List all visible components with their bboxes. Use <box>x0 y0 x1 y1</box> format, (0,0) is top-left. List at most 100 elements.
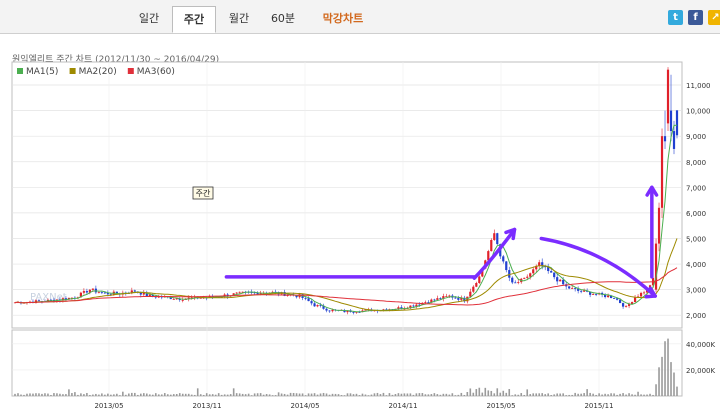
volume-bar <box>110 394 112 396</box>
volume-bar <box>26 393 28 396</box>
candle-body <box>547 266 550 272</box>
candle-body <box>472 286 475 292</box>
volume-bar <box>104 394 106 396</box>
volume-tick-label: 40,000K <box>686 341 715 349</box>
volume-bar <box>553 394 555 396</box>
date-tick-label: 2014/11 <box>388 402 417 410</box>
candle-body <box>562 279 565 285</box>
candle-body <box>448 295 451 297</box>
volume-bar <box>146 393 148 396</box>
volume-bar <box>289 392 292 396</box>
volume-bar <box>178 393 181 396</box>
volume-bar <box>190 394 193 396</box>
link-icon[interactable]: ↗ <box>708 10 720 25</box>
volume-bar <box>457 394 460 396</box>
candle-body <box>481 268 484 277</box>
facebook-icon[interactable]: f <box>688 10 703 25</box>
chart-legend: MA1(5) MA2(20) MA3(60) <box>17 67 175 77</box>
candle-body <box>514 282 517 284</box>
moving-averages <box>14 124 678 313</box>
tab-monthly[interactable]: 월간 <box>228 12 250 25</box>
volume-bar <box>544 394 546 396</box>
volume-bar <box>107 393 109 396</box>
volume-bar <box>65 394 67 396</box>
volume-bar <box>436 394 439 396</box>
candle-body <box>604 294 607 298</box>
volume-bar <box>361 393 364 396</box>
candle-body <box>532 269 535 274</box>
volume-bar <box>247 393 250 396</box>
volume-bar <box>220 394 223 396</box>
volume-bar <box>589 392 591 396</box>
candle-body <box>457 298 460 300</box>
candle-body <box>433 299 436 301</box>
volume-bar <box>125 394 127 396</box>
legend-label: MA3(60) <box>137 67 175 77</box>
volume-bar <box>74 392 76 396</box>
candle-body <box>79 292 83 298</box>
candle-body <box>615 298 619 300</box>
volume-bar <box>664 341 666 396</box>
volume-bar <box>277 392 280 396</box>
volume-bar <box>101 393 103 396</box>
volume-bar <box>388 393 391 396</box>
volume-bar <box>244 394 247 396</box>
candle-body <box>169 297 172 300</box>
volume-bar <box>601 394 603 396</box>
watermark: PAXNet <box>30 292 67 303</box>
candle-body <box>607 295 610 298</box>
candle-body <box>415 304 418 307</box>
volume-bar <box>523 394 526 396</box>
volume-bar <box>265 394 268 396</box>
candle-body <box>304 297 307 299</box>
candle-body <box>190 297 193 299</box>
candle-body <box>430 299 433 303</box>
candle-body <box>517 282 520 283</box>
volume-bar <box>427 394 430 396</box>
candle-body <box>328 310 331 312</box>
volume-bar <box>229 394 232 396</box>
volume-bar <box>160 394 163 396</box>
tab-weekly[interactable]: 주간 <box>172 6 216 33</box>
volume-bar <box>379 394 382 396</box>
candle-body <box>672 131 676 149</box>
price-tick-label: 3,000 <box>686 287 706 295</box>
volume-bar <box>634 394 636 396</box>
volume-bar <box>442 393 445 396</box>
candle-body <box>325 308 328 311</box>
tab-daily[interactable]: 일간 <box>138 12 160 25</box>
tab-power-chart[interactable]: 막강차트 <box>322 12 364 25</box>
volume-bar <box>619 393 621 396</box>
volume-bar <box>319 393 322 396</box>
volume-bar <box>343 395 346 396</box>
volume-bar <box>475 389 478 396</box>
volume-bar <box>325 393 328 396</box>
candle-body <box>630 302 634 305</box>
volume-bar <box>565 395 567 396</box>
candle-body <box>343 310 346 313</box>
candle-body <box>307 298 310 302</box>
candle-body <box>559 279 562 282</box>
volume-bar <box>454 395 457 396</box>
volume-bar <box>592 393 594 396</box>
volume-bar <box>460 392 463 396</box>
candle-body <box>669 110 673 132</box>
volume-bar <box>352 394 355 396</box>
volume-bar <box>217 393 220 396</box>
candle-body <box>538 262 541 266</box>
volume-bar <box>44 393 46 396</box>
volume-bar <box>607 394 609 396</box>
volume-bar <box>274 395 277 396</box>
volume-bar <box>646 394 648 396</box>
volume-bar <box>517 394 520 396</box>
volume-bar <box>86 392 88 396</box>
candle-body <box>627 304 631 306</box>
tab-60min[interactable]: 60분 <box>270 12 296 25</box>
candle-body <box>91 288 94 290</box>
volume-bar <box>71 393 73 396</box>
volume-bar <box>205 393 208 396</box>
volume-bar <box>481 392 484 396</box>
twitter-icon[interactable]: t <box>668 10 683 25</box>
candle-body <box>49 299 53 301</box>
volume-bar <box>673 372 675 396</box>
